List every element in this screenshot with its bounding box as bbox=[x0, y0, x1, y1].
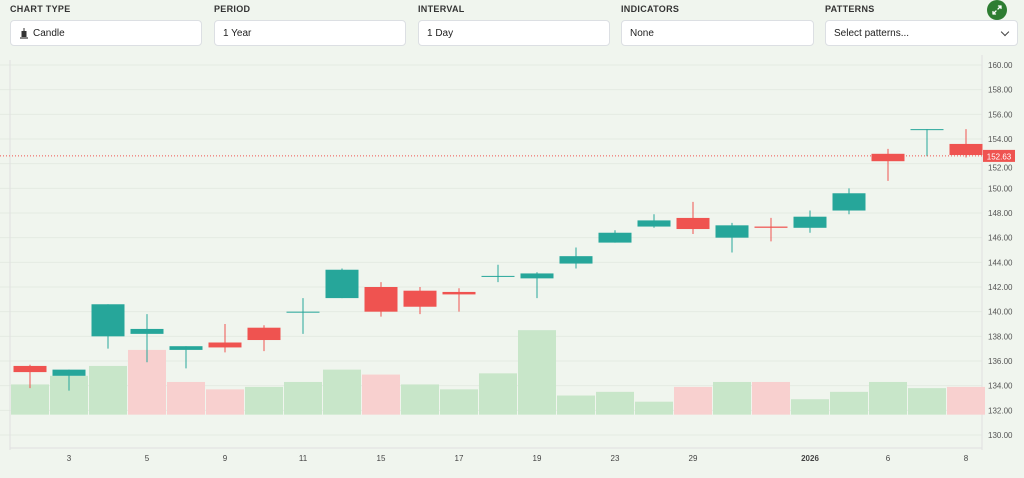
indicators-value: None bbox=[630, 27, 654, 39]
candle[interactable] bbox=[364, 282, 398, 317]
expand-button[interactable] bbox=[987, 0, 1007, 20]
candle[interactable] bbox=[793, 210, 827, 233]
volume-bars bbox=[11, 330, 985, 415]
chevron-down-icon bbox=[1000, 27, 1010, 37]
svg-text:152.00: 152.00 bbox=[988, 164, 1013, 173]
svg-text:152.63: 152.63 bbox=[987, 152, 1012, 161]
candle[interactable] bbox=[754, 217, 788, 242]
svg-text:134.00: 134.00 bbox=[988, 382, 1013, 391]
svg-text:156.00: 156.00 bbox=[988, 110, 1013, 119]
candle[interactable] bbox=[403, 287, 437, 315]
candles bbox=[13, 129, 983, 391]
candle[interactable] bbox=[637, 214, 671, 228]
last-price-line: 152.63 bbox=[0, 149, 1015, 162]
svg-text:29: 29 bbox=[689, 454, 698, 463]
candle-icon bbox=[20, 27, 28, 39]
candle[interactable] bbox=[169, 346, 203, 369]
chart-type-value: Candle bbox=[33, 27, 65, 39]
svg-text:132.00: 132.00 bbox=[988, 406, 1013, 415]
period-label: PERIOD bbox=[214, 4, 251, 14]
svg-text:148.00: 148.00 bbox=[988, 209, 1013, 218]
candlestick-chart[interactable]: 152.63 160.00 158.00 156.00 154.00 152.00 150… bbox=[0, 50, 1024, 473]
interval-label: INTERVAL bbox=[418, 4, 465, 14]
svg-text:154.00: 154.00 bbox=[988, 135, 1013, 144]
svg-text:15: 15 bbox=[377, 454, 386, 463]
candle[interactable] bbox=[559, 247, 593, 269]
last-price-badge bbox=[983, 149, 1015, 162]
candle[interactable] bbox=[442, 288, 476, 312]
svg-text:144.00: 144.00 bbox=[988, 258, 1013, 267]
candle[interactable] bbox=[247, 325, 281, 352]
chart-toolbar: CHART TYPE Candle PERIOD 1 Year INTERVAL… bbox=[0, 0, 1024, 50]
period-select[interactable]: 1 Year bbox=[214, 20, 406, 46]
candle[interactable] bbox=[676, 201, 710, 234]
interval-select[interactable]: 1 Day bbox=[418, 20, 610, 46]
svg-text:140.00: 140.00 bbox=[988, 308, 1013, 317]
svg-text:146.00: 146.00 bbox=[988, 234, 1013, 243]
x-axis: 3 5 9 11 15 17 19 23 29 2026 6 8 bbox=[67, 454, 969, 463]
candle[interactable] bbox=[481, 264, 515, 283]
patterns-label: PATTERNS bbox=[825, 4, 875, 14]
candle[interactable] bbox=[325, 268, 359, 299]
candle[interactable] bbox=[871, 148, 905, 181]
interval-value: 1 Day bbox=[427, 27, 454, 39]
chart-type-select[interactable]: Candle bbox=[10, 20, 202, 46]
svg-text:2026: 2026 bbox=[801, 454, 819, 463]
candle[interactable] bbox=[715, 222, 749, 253]
patterns-placeholder: Select patterns... bbox=[834, 27, 910, 39]
svg-text:9: 9 bbox=[223, 454, 228, 463]
candle[interactable] bbox=[832, 188, 866, 215]
svg-text:150.00: 150.00 bbox=[988, 184, 1013, 193]
svg-text:136.00: 136.00 bbox=[988, 357, 1013, 366]
svg-text:6: 6 bbox=[886, 454, 891, 463]
candle[interactable] bbox=[208, 324, 242, 353]
candle[interactable] bbox=[52, 369, 86, 391]
svg-text:160.00: 160.00 bbox=[988, 61, 1013, 70]
candle[interactable] bbox=[598, 230, 632, 243]
expand-icon bbox=[992, 5, 1002, 15]
svg-text:19: 19 bbox=[533, 454, 542, 463]
svg-text:5: 5 bbox=[145, 454, 150, 463]
indicators-select[interactable]: None bbox=[621, 20, 814, 46]
candle[interactable] bbox=[949, 129, 983, 158]
period-value: 1 Year bbox=[223, 27, 252, 39]
svg-text:17: 17 bbox=[455, 454, 464, 463]
chart-canvas[interactable]: 152.63 160.00 158.00 156.00 154.00 152.00 150… bbox=[0, 50, 1024, 473]
svg-text:142.00: 142.00 bbox=[988, 283, 1013, 292]
svg-text:130.00: 130.00 bbox=[988, 431, 1013, 440]
svg-text:138.00: 138.00 bbox=[988, 332, 1013, 341]
candle[interactable] bbox=[520, 272, 554, 299]
chart-type-label: CHART TYPE bbox=[10, 4, 71, 14]
svg-text:23: 23 bbox=[611, 454, 620, 463]
svg-text:11: 11 bbox=[299, 454, 308, 463]
svg-text:8: 8 bbox=[964, 454, 969, 463]
candle[interactable] bbox=[91, 304, 125, 349]
y-axis: 160.00 158.00 156.00 154.00 152.00 150.00 148.… bbox=[988, 61, 1013, 440]
svg-text:3: 3 bbox=[67, 454, 72, 463]
patterns-select[interactable]: Select patterns... bbox=[825, 20, 1018, 46]
candle[interactable] bbox=[286, 298, 320, 334]
svg-text:158.00: 158.00 bbox=[988, 86, 1013, 95]
candle[interactable] bbox=[13, 364, 47, 389]
candle[interactable] bbox=[910, 129, 944, 157]
indicators-label: INDICATORS bbox=[621, 4, 680, 14]
candle[interactable] bbox=[130, 314, 164, 363]
